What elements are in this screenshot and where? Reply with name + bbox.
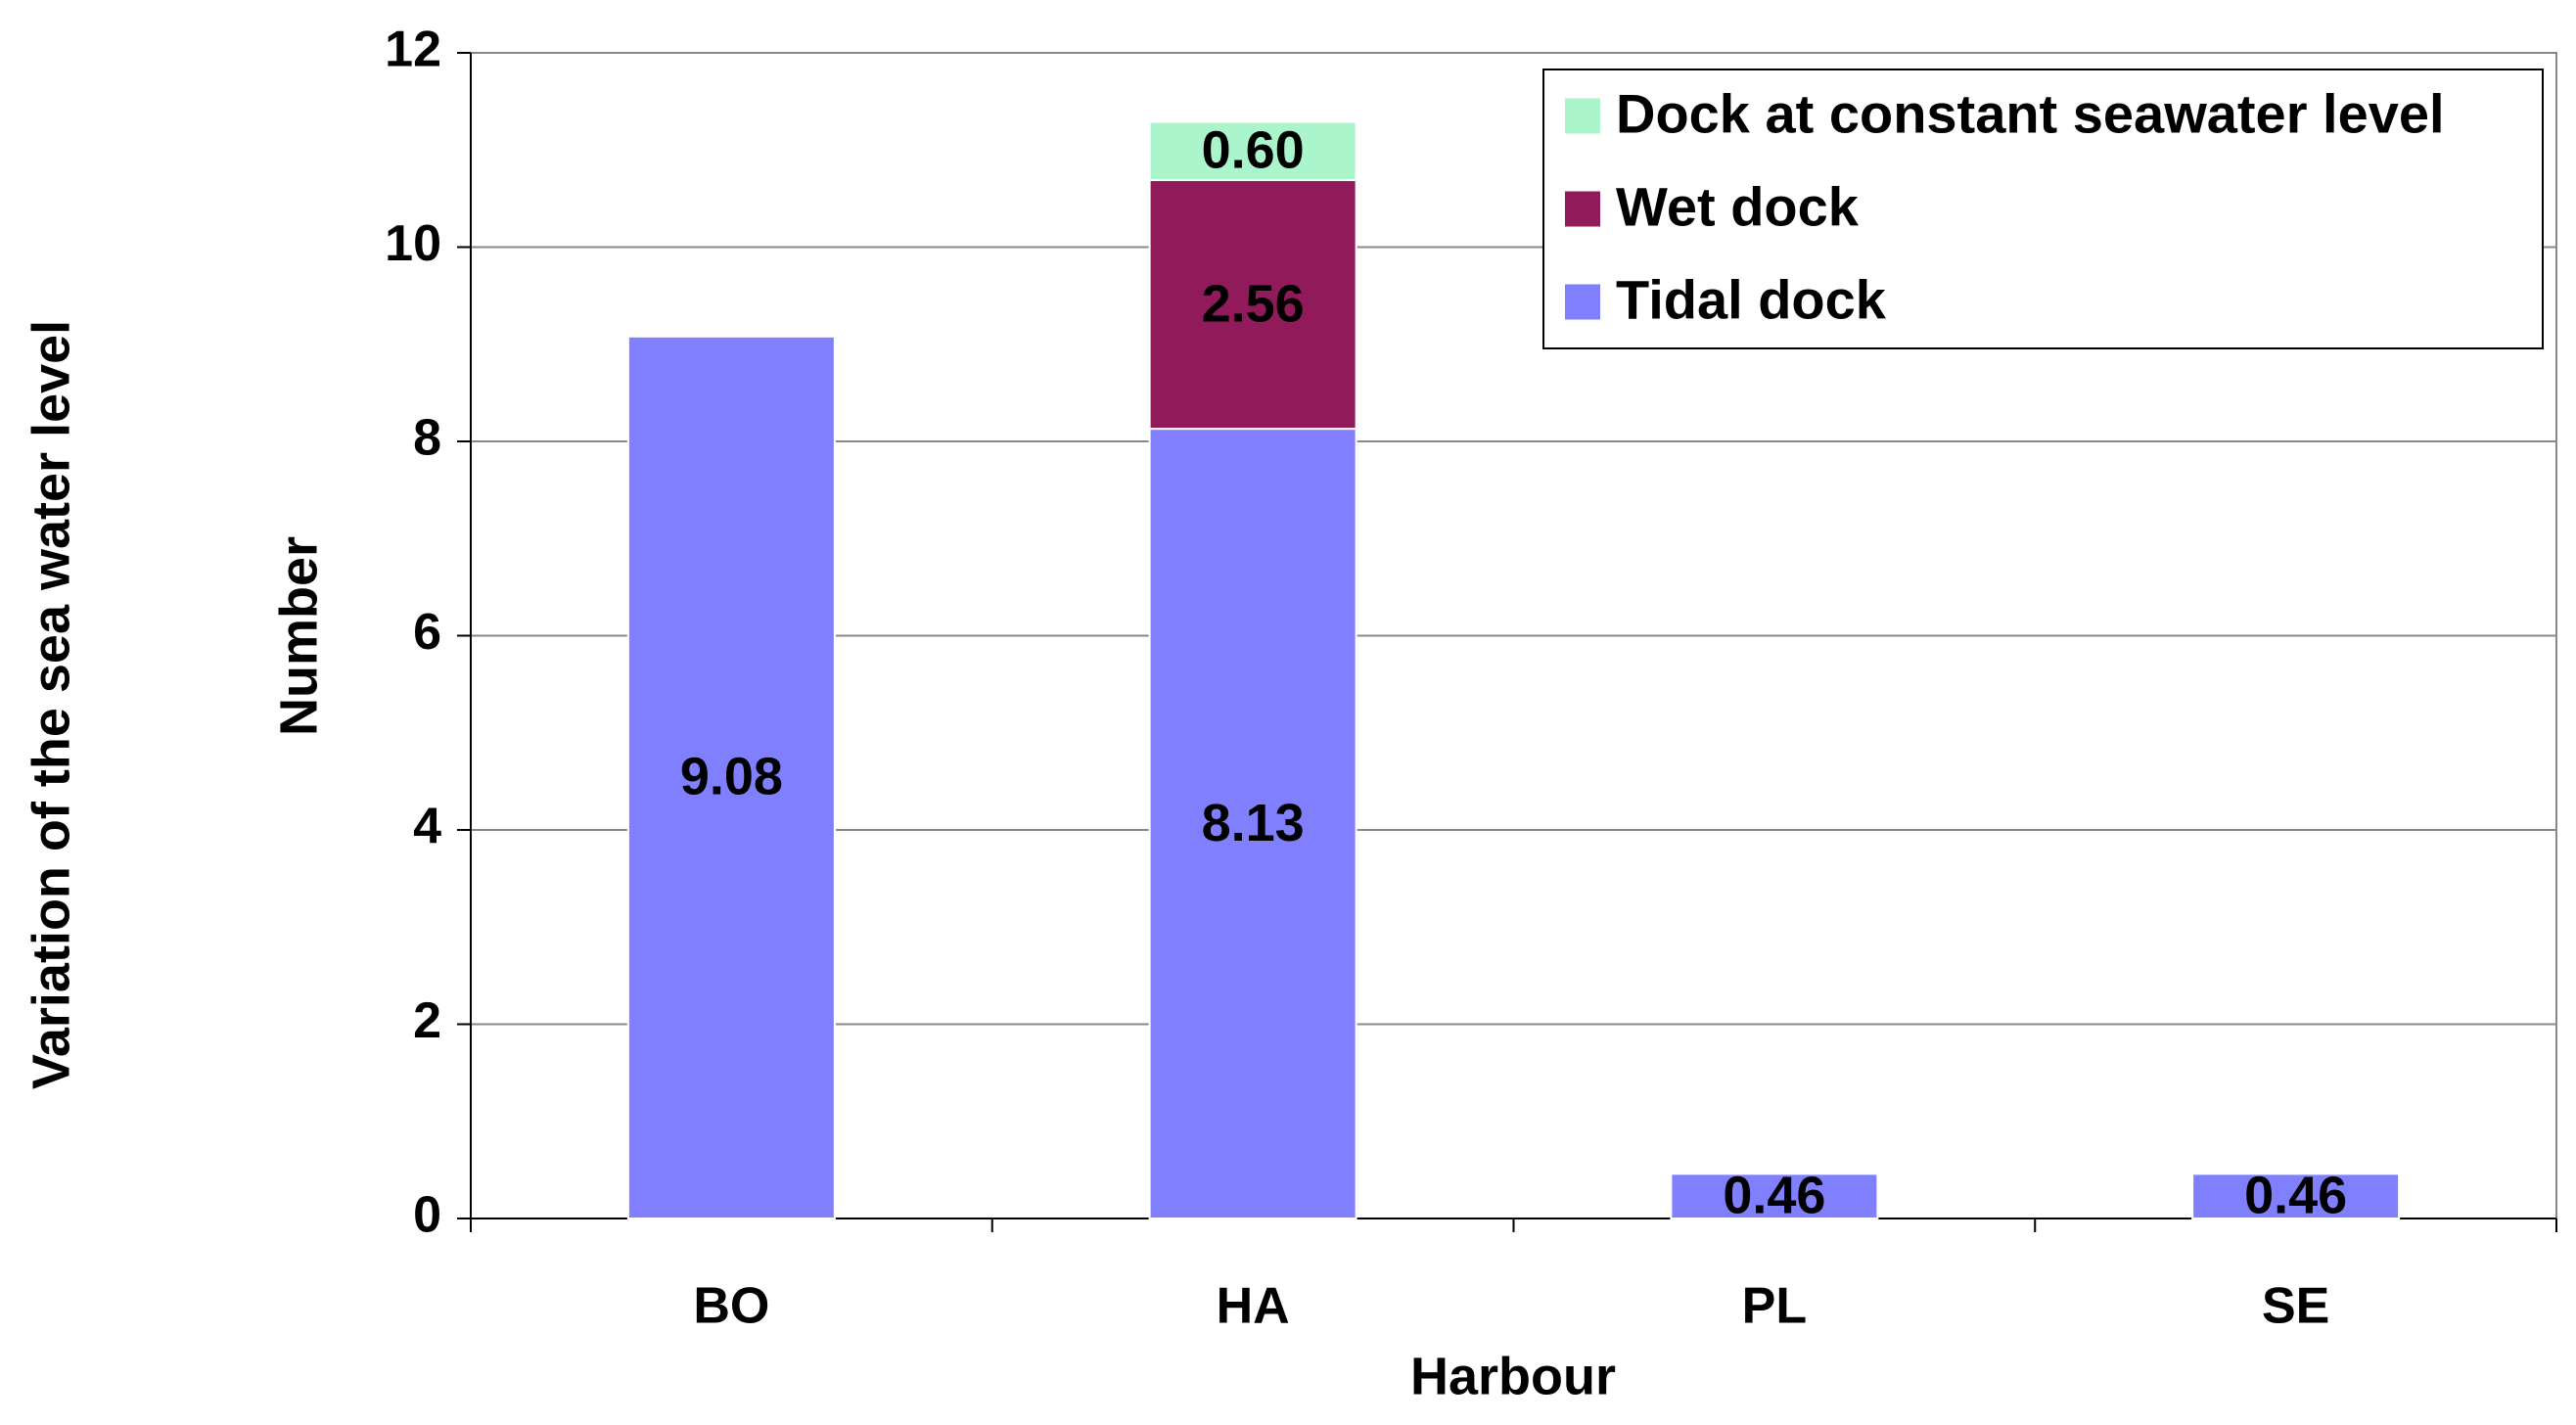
legend-swatch	[1565, 191, 1600, 227]
x-tick-label: BO	[693, 1278, 769, 1335]
y-tick-label: 10	[385, 215, 441, 272]
value-label: 0.46	[2244, 1166, 2347, 1224]
legend-text: Wet dock	[1616, 175, 1860, 237]
y-tick-label: 6	[413, 604, 441, 661]
value-label: 2.56	[1202, 274, 1305, 333]
legend-swatch	[1565, 98, 1600, 134]
value-label: 9.08	[680, 748, 783, 806]
bar-segment	[1148, 120, 1357, 182]
bar-segment	[1148, 428, 1357, 1220]
x-tick-label: SE	[2262, 1278, 2329, 1335]
y-axis-title: Number	[269, 536, 328, 736]
value-label: 8.13	[1202, 794, 1305, 852]
legend-box	[1542, 69, 2544, 349]
value-label: 0.46	[1723, 1166, 1825, 1224]
y-tick-label: 8	[413, 410, 441, 467]
legend-text: Dock at constant seawater level	[1616, 82, 2445, 144]
x-tick-label: PL	[1742, 1278, 1807, 1335]
bar-segment	[626, 335, 836, 1219]
bar-segment	[2191, 1172, 2401, 1219]
y-tick-label: 2	[413, 992, 441, 1049]
y-tick-label: 0	[413, 1187, 441, 1244]
x-axis-title: Harbour	[1410, 1347, 1616, 1405]
bar-segment	[1670, 1172, 1879, 1219]
side-label: Variation of the sea water level	[22, 320, 80, 1089]
legend-swatch	[1565, 284, 1600, 320]
value-label: 0.60	[1202, 121, 1305, 180]
x-tick-label: HA	[1217, 1278, 1290, 1335]
y-tick-label: 4	[413, 799, 441, 855]
legend-text: Tidal dock	[1616, 268, 1887, 330]
y-tick-label: 12	[385, 22, 441, 78]
